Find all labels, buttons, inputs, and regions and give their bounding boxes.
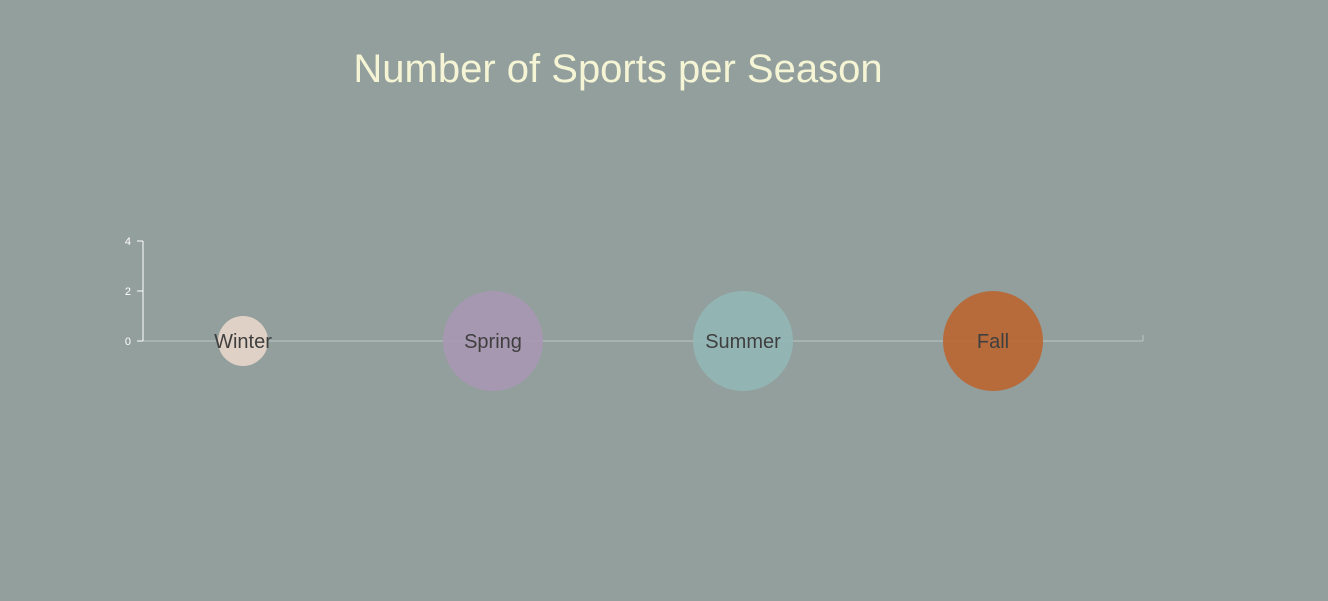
chart-title: Number of Sports per Season [353,47,882,91]
bubble-label: Spring [464,331,522,353]
bubble-label: Winter [214,331,272,353]
bubble-winter [218,316,268,366]
bubble-label: Summer [705,331,781,353]
bubble-fall [943,291,1043,391]
y-tick-label: 0 [125,336,131,348]
bubble-label: Fall [977,331,1009,353]
bubble-spring [443,291,543,391]
bubble-summer [693,291,793,391]
y-tick-label: 4 [125,236,131,248]
y-tick-label: 2 [125,286,131,298]
bubble-series: Winter Spring Summer Fall [214,291,1043,391]
